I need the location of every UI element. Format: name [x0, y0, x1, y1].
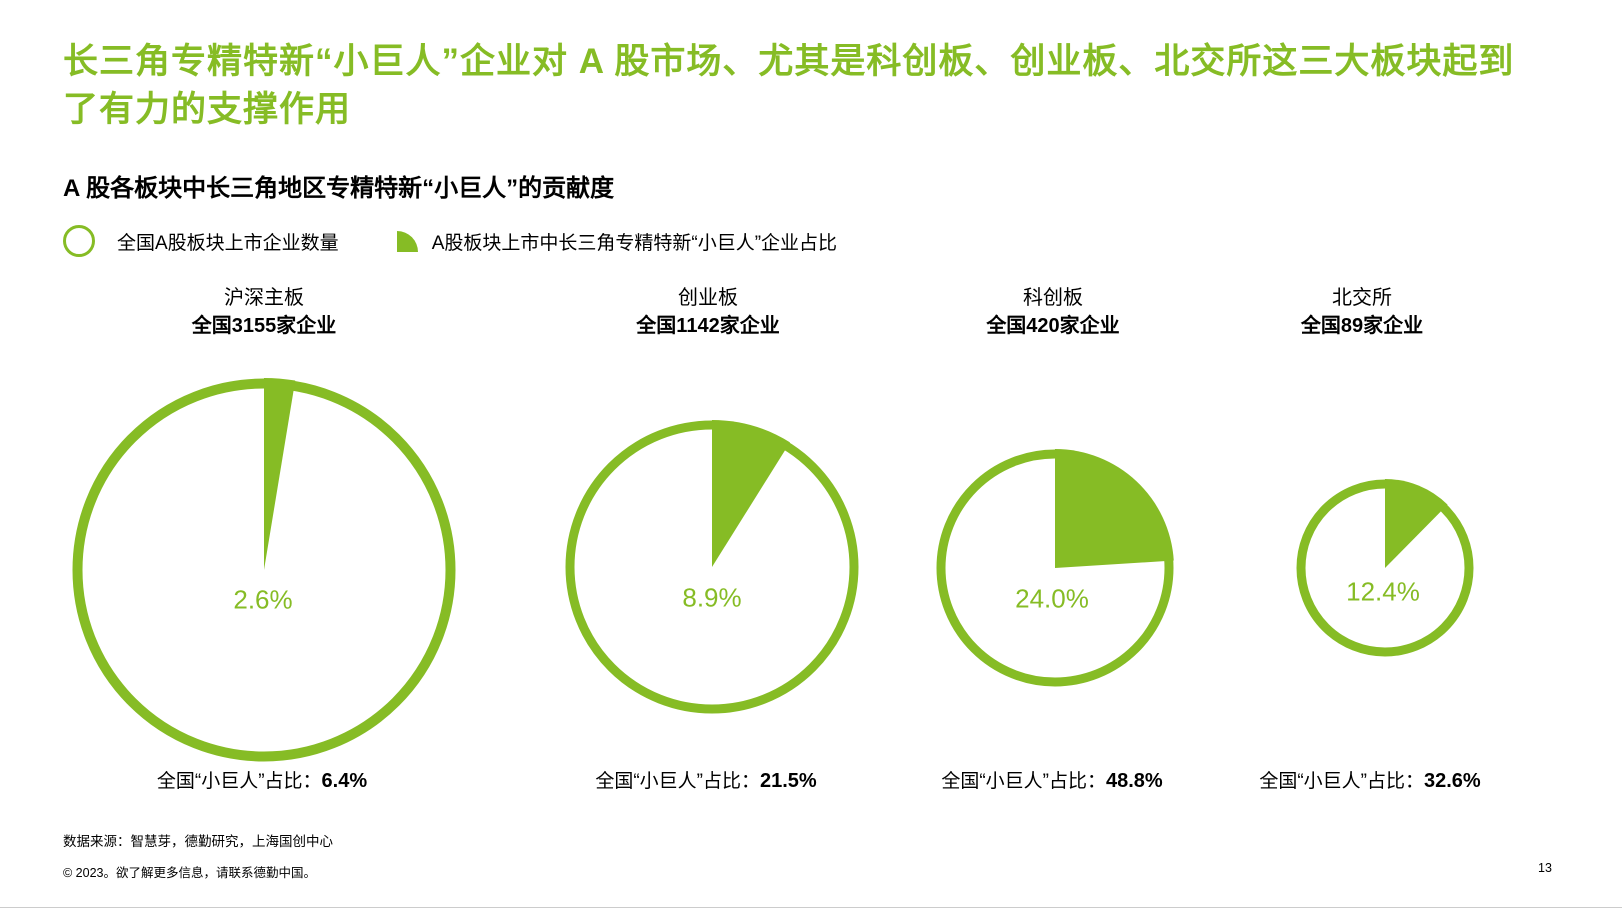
pie-chart: [565, 420, 859, 714]
share-percent: 8.9%: [682, 582, 742, 613]
page-title: 长三角专精特新“小巨人”企业对 A 股市场、尤其是科创板、创业板、北交所这三大板…: [63, 42, 1515, 129]
share-percent: 2.6%: [233, 584, 293, 615]
caption-value: 48.8%: [1105, 770, 1163, 792]
caption-value: 21.5%: [759, 770, 817, 792]
board-name: 创业板: [678, 287, 738, 309]
caption-label: 全国“小巨人”占比：: [156, 771, 322, 792]
board-name: 沪深主板: [224, 287, 304, 309]
legend-label-share: A股板块上市中长三角专精特新“小巨人”企业占比: [431, 232, 838, 254]
legend: 全国A股板块上市企业数量 A股板块上市中长三角专精特新“小巨人”企业占比: [63, 224, 837, 258]
national-share-caption: 全国“小巨人”占比：48.8%: [941, 766, 1162, 793]
board-total: 全国420家企业: [986, 315, 1120, 337]
share-percent: 24.0%: [1015, 583, 1089, 614]
bottom-divider: [0, 907, 1622, 908]
pie-chart: [936, 449, 1174, 687]
circle-outline-icon: [63, 225, 95, 257]
data-source: 数据来源：智慧芽，德勤研究，上海国创中心: [63, 834, 333, 849]
caption-value: 6.4%: [321, 770, 368, 792]
caption-value: 32.6%: [1423, 770, 1481, 792]
copyright-note: © 2023。欲了解更多信息，请联系德勤中国。: [63, 866, 316, 880]
pie-wedge-icon: [396, 230, 418, 252]
national-share-caption: 全国“小巨人”占比：6.4%: [157, 766, 367, 793]
national-share-caption: 全国“小巨人”占比：32.6%: [1259, 766, 1480, 793]
caption-label: 全国“小巨人”占比：: [595, 771, 760, 792]
board-name: 北交所: [1332, 287, 1392, 309]
board-total: 全国89家企业: [1300, 315, 1424, 337]
share-percent: 12.4%: [1346, 576, 1420, 607]
caption-label: 全国“小巨人”占比：: [941, 771, 1106, 792]
board-total: 全国3155家企业: [191, 315, 337, 337]
national-share-caption: 全国“小巨人”占比：21.5%: [595, 766, 816, 793]
pie-chart: [1296, 479, 1474, 657]
page-number: 13: [1538, 861, 1552, 875]
pie-chart: [72, 378, 456, 762]
caption-label: 全国“小巨人”占比：: [1259, 771, 1424, 792]
board-total: 全国1142家企业: [636, 315, 780, 337]
legend-label-total: 全国A股板块上市企业数量: [117, 232, 339, 254]
board-name: 科创板: [1023, 287, 1083, 309]
chart-title: A 股各板块中长三角地区专精特新“小巨人”的贡献度: [63, 175, 615, 202]
